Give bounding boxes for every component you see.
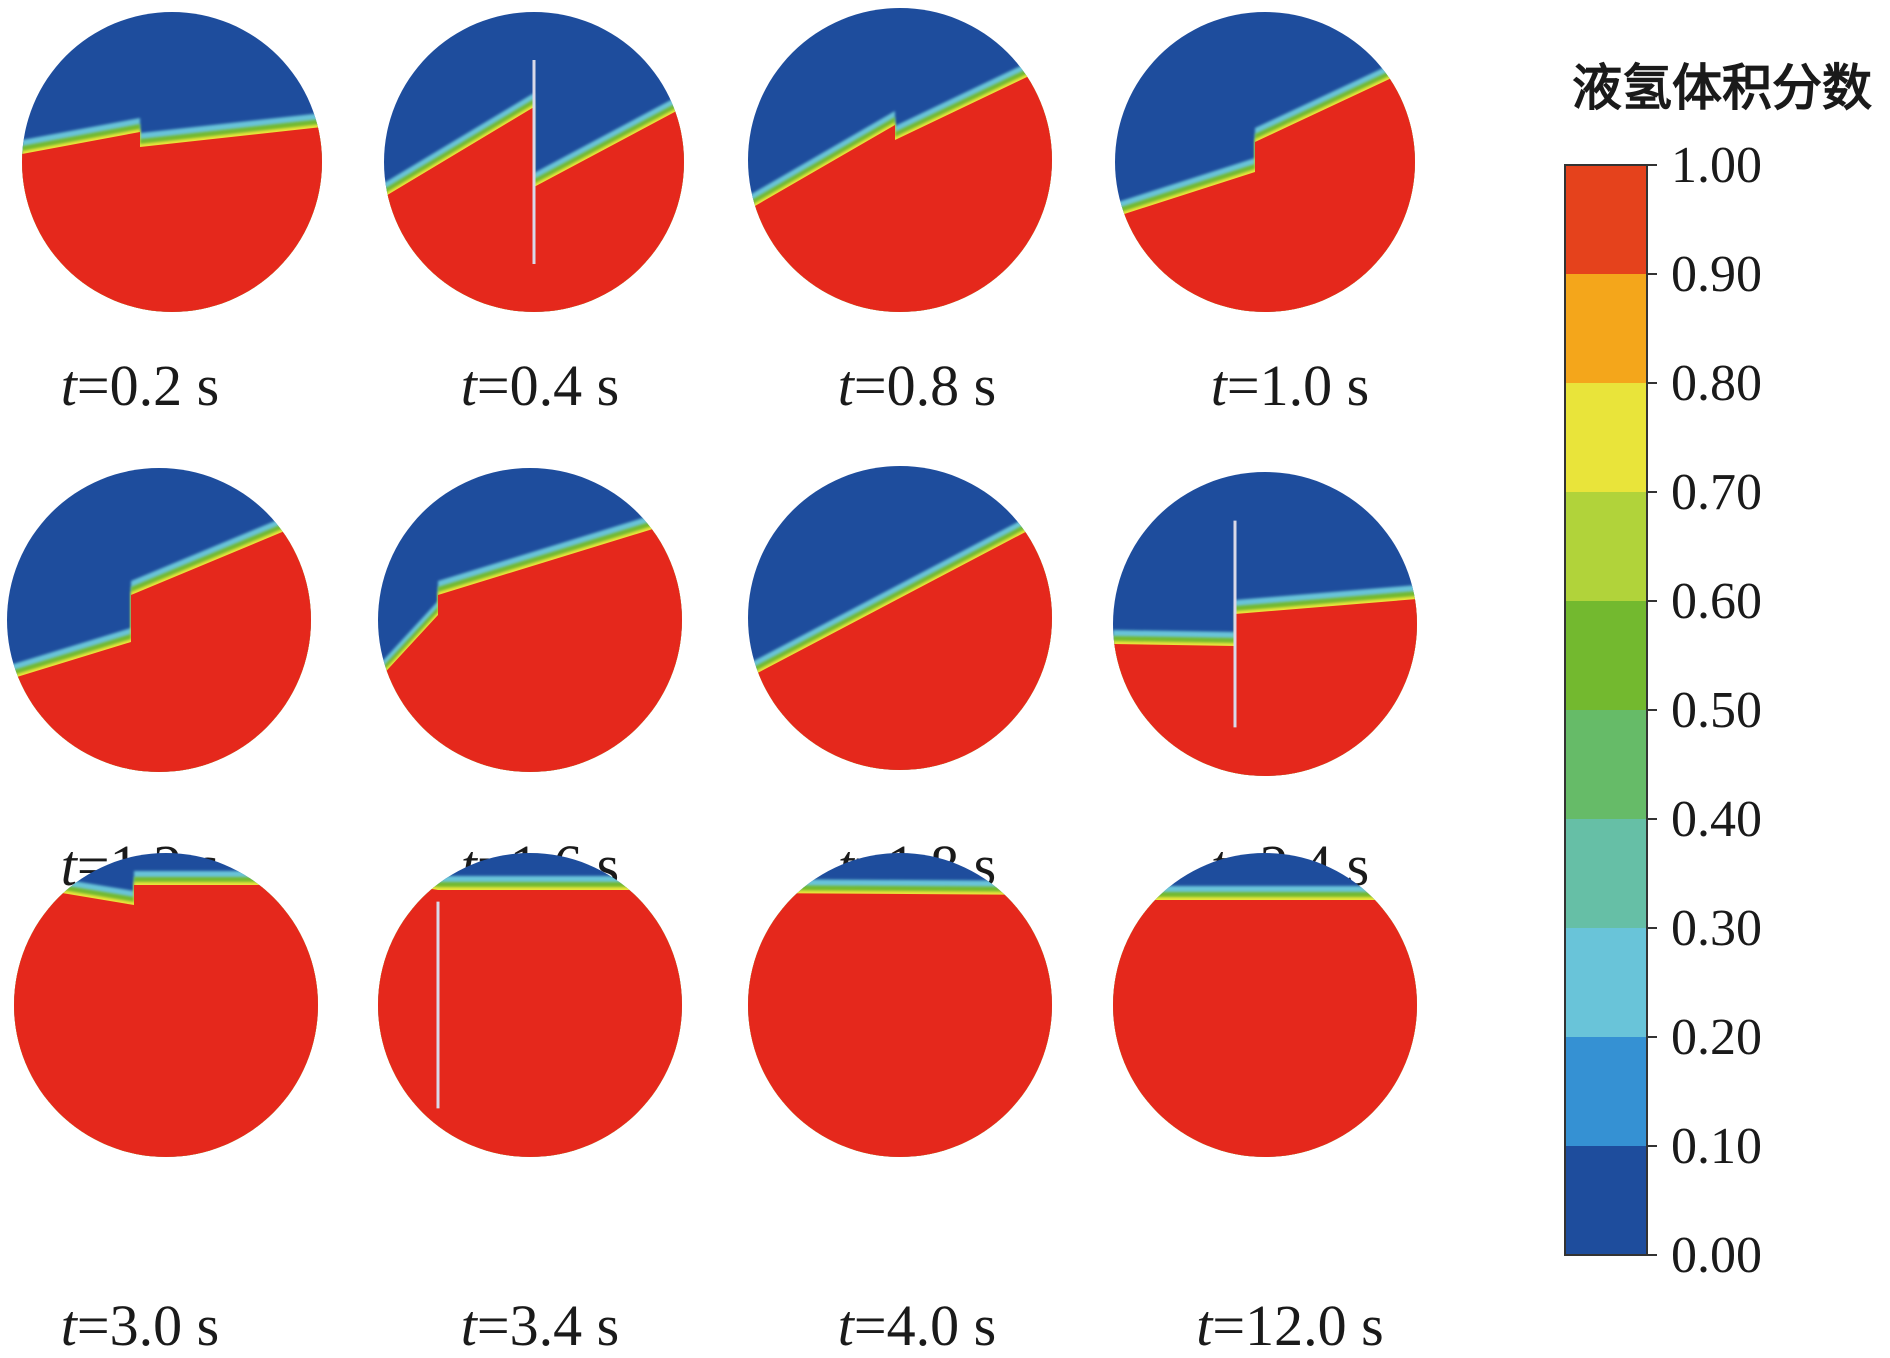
colorbar-tick-label: 1.00 [1671,137,1762,194]
time-value: =1.0 s [1227,353,1369,418]
tank-cross-section [378,853,682,1157]
colorbar-tick-label: 0.30 [1671,900,1762,957]
liquid-region [748,65,1052,312]
snapshot-grid: t=0.2 st=0.4 st=0.8 st=1.0 st=1.2 st=1.6… [7,8,1417,1358]
colorbar [1564,164,1648,1256]
tank-cross-section [22,12,322,312]
legend-title: 液氢体积分数 [1572,59,1872,117]
liquid-region [7,520,311,772]
time-variable: t [61,353,79,418]
snapshot-panel: t=1.8 s [748,466,1052,898]
colorbar-band [1565,165,1647,275]
time-value: =3.4 s [477,1293,619,1358]
time-variable: t [461,353,479,418]
time-value: =0.2 s [77,353,219,418]
time-variable: t [61,833,79,898]
time-value: =3.0 s [77,1293,219,1358]
time-label: t=3.0 s [61,1293,219,1358]
tank-cross-section [378,468,682,772]
colorbar-tick-label: 0.10 [1671,1118,1762,1175]
snapshot-panel: t=3.4 s [378,853,682,1358]
colorbar-tick-label: 0.20 [1671,1009,1762,1066]
liquid-region [748,518,1052,770]
snapshot-panel: t=2.4 s [1113,472,1417,898]
tank-cross-section [1113,853,1417,1157]
time-label: t=0.2 s [61,353,219,418]
colorbar-band [1565,928,1647,1038]
liquid-region [748,893,1052,1157]
colorbar-band [1565,1037,1647,1147]
time-label: t=0.8 s [838,353,996,418]
time-variable: t [1196,1293,1214,1358]
colorbar-tick-label: 0.80 [1671,355,1762,412]
time-value: =4.0 s [854,1293,996,1358]
time-value: =12.0 s [1212,1293,1383,1358]
tank-cross-section [748,466,1052,770]
liquid-region [1113,599,1417,776]
tank-cross-section [748,853,1052,1157]
snapshot-panel: t=0.2 s [22,12,322,418]
snapshot-panel: t=12.0 s [1113,853,1417,1358]
colorbar-band [1565,274,1647,384]
time-label: t=3.4 s [461,1293,619,1358]
snapshot-panel: t=1.6 s [378,468,682,898]
liquid-region [1113,900,1417,1157]
colorbar-tick-label: 0.40 [1671,791,1762,848]
colorbar-tick-label: 0.50 [1671,682,1762,739]
time-variable: t [838,1293,856,1358]
time-label: t=4.0 s [838,1293,996,1358]
time-variable: t [838,353,856,418]
snapshot-panel: t=1.2 s [7,468,311,898]
time-label: t=1.0 s [1211,353,1369,418]
tank-cross-section [748,8,1052,312]
colorbar-band [1565,819,1647,929]
liquid-region [1115,67,1415,312]
tank-cross-section [7,468,311,772]
time-variable: t [461,1293,479,1358]
time-label: t=0.4 s [461,353,619,418]
snapshot-panel: t=0.4 s [384,12,684,418]
tank-cross-section [384,12,684,312]
time-variable: t [61,1293,79,1358]
colorbar-band [1565,1146,1647,1256]
tank-cross-section [14,853,318,1157]
colorbar-band [1565,383,1647,493]
colorbar-tick-label: 0.60 [1671,573,1762,630]
colorbar-band [1565,601,1647,711]
colorbar-legend: 液氢体积分数 1.00 0.90 0.80 0.70 0.60 0.50 0.40 0.30 0… [1564,59,1872,1284]
colorbar-band [1565,710,1647,820]
time-variable: t [1211,353,1229,418]
colorbar-ticks: 1.00 0.90 0.80 0.70 0.60 0.50 0.40 0.30 0.20 0.10… [1647,137,1762,1284]
snapshot-panel: t=3.0 s [14,853,318,1358]
time-value: =0.4 s [477,353,619,418]
colorbar-band [1565,492,1647,602]
colorbar-tick-label: 0.90 [1671,246,1762,303]
tank-cross-section [1115,12,1415,312]
liquid-region [378,520,682,772]
snapshot-panel: t=0.8 s [748,8,1052,418]
liquid-region [14,885,318,1157]
time-label: t=12.0 s [1196,1293,1383,1358]
snapshot-panel: t=4.0 s [748,853,1052,1358]
time-value: =0.8 s [854,353,996,418]
snapshot-panel: t=1.0 s [1115,12,1415,418]
colorbar-tick-label: 0.70 [1671,464,1762,521]
tank-cross-section [1113,472,1417,776]
liquid-region [378,880,682,1157]
colorbar-tick-label: 0.00 [1671,1227,1762,1284]
liquid-region [22,127,322,312]
